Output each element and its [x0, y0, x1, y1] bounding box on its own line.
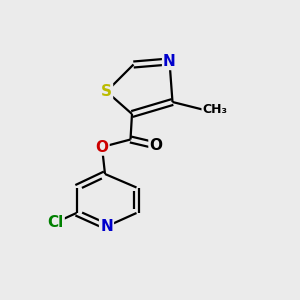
Text: O: O	[149, 138, 163, 153]
Text: Cl: Cl	[47, 215, 64, 230]
Text: S: S	[101, 84, 112, 99]
Text: O: O	[95, 140, 109, 154]
Text: N: N	[100, 219, 113, 234]
Text: N: N	[163, 54, 176, 69]
Text: CH₃: CH₃	[202, 103, 227, 116]
